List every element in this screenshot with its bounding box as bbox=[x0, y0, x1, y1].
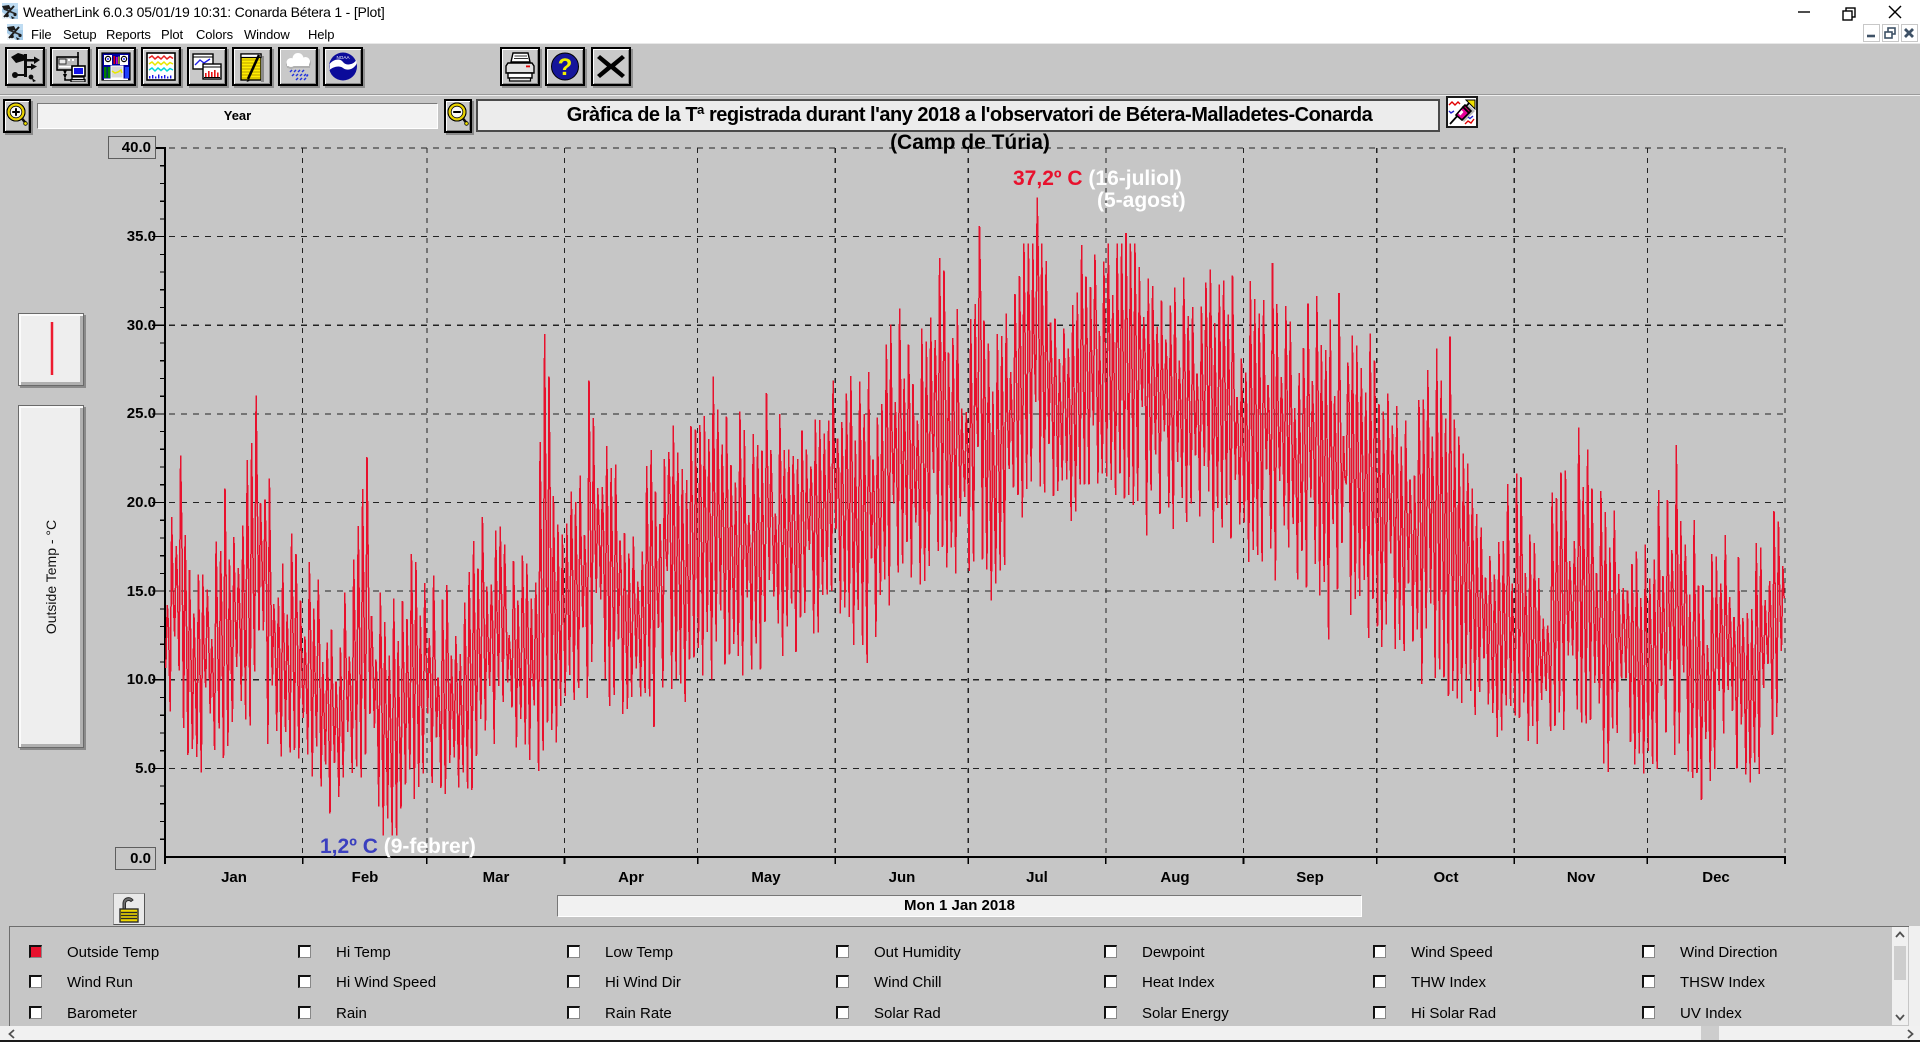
svg-text:?: ? bbox=[558, 54, 573, 81]
svg-text:NOAA: NOAA bbox=[336, 55, 350, 60]
